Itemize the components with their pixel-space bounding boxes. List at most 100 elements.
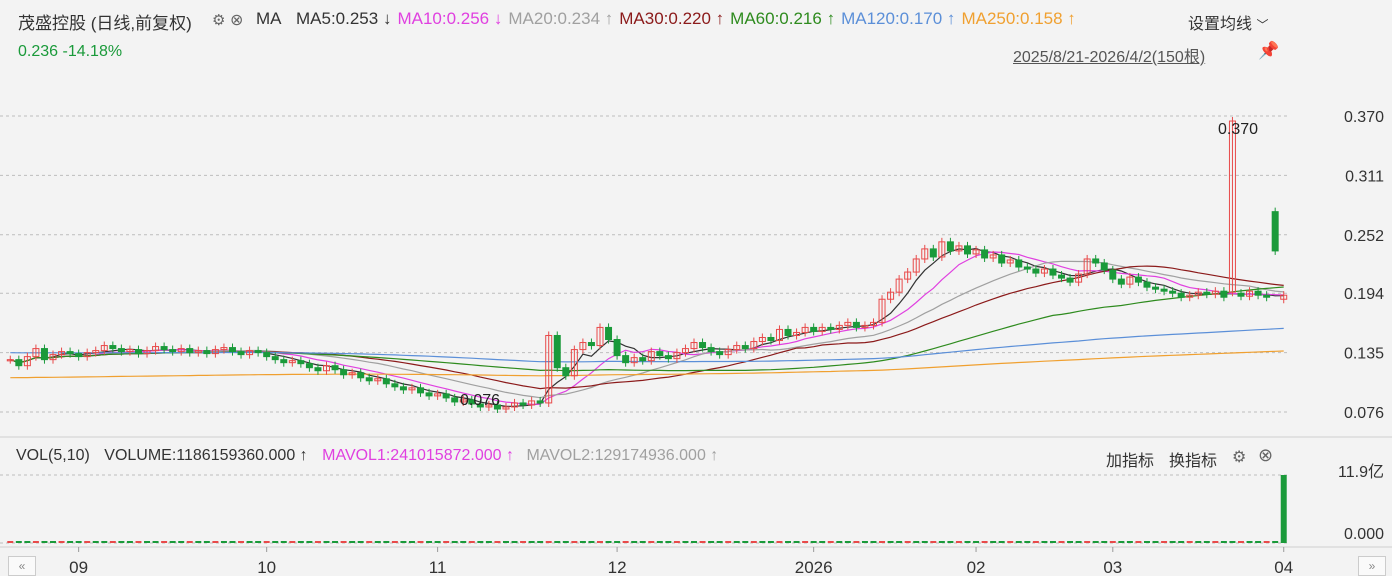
volume-bar <box>1092 541 1099 543</box>
candle-body <box>374 378 382 382</box>
volume-bar <box>802 541 809 543</box>
pin-icon[interactable]: 📌 <box>1258 41 1280 60</box>
candle-body <box>716 351 724 356</box>
volume-bar <box>451 541 458 543</box>
volume-bar <box>913 541 920 543</box>
candle-body <box>246 350 254 356</box>
price-tick-label: 0.076 <box>1344 405 1384 422</box>
candle-body <box>203 350 211 355</box>
volume-bar <box>750 541 757 543</box>
candle-body <box>152 346 160 352</box>
volume-bar <box>1024 541 1031 543</box>
x-tick-label: 03 <box>1103 558 1122 576</box>
close-circle-icon[interactable]: ⊗ <box>230 12 244 29</box>
candle-body <box>1280 294 1288 300</box>
candle-body <box>536 400 544 404</box>
candle-body <box>1032 268 1040 274</box>
volume-bar <box>545 541 552 543</box>
price-tick-label: 0.194 <box>1344 286 1384 303</box>
x-tick-label: 11 <box>429 558 447 576</box>
volume-bar <box>537 541 544 543</box>
volume-bar <box>1135 541 1142 543</box>
switch-indicator-button[interactable]: 换指标 <box>1169 453 1218 470</box>
volume-bar <box>229 541 236 543</box>
candlestick-series <box>6 117 1288 414</box>
volume-bar <box>1280 475 1287 543</box>
scroll-right-button[interactable]: » <box>1358 556 1386 576</box>
candle-body <box>878 298 886 323</box>
volume-bar <box>1220 541 1227 543</box>
ma-item: MA5:0.253 ↓ <box>296 9 392 28</box>
volume-bar <box>1007 541 1014 543</box>
ma-line <box>10 327 1284 363</box>
ma-item: MA20:0.234 ↑ <box>508 9 614 28</box>
add-indicator-button[interactable]: 加指标 <box>1106 453 1155 470</box>
volume-bar <box>1186 541 1193 543</box>
candle-body <box>1100 262 1108 271</box>
volume-bar <box>896 541 903 543</box>
x-tick-label: 10 <box>257 558 276 576</box>
candle-body <box>357 372 365 379</box>
volume-bar <box>32 541 39 543</box>
volume-bar <box>665 541 672 543</box>
volume-bar <box>776 541 783 543</box>
candle-body <box>622 355 630 364</box>
volume-bar <box>793 541 800 543</box>
candle-body <box>1075 273 1083 283</box>
volume-bars: 11.9亿 0.000 <box>0 463 1384 544</box>
candle-body <box>1023 266 1031 270</box>
volume-bar <box>297 541 304 543</box>
candle-body <box>1092 258 1100 264</box>
volume-bar <box>263 541 270 543</box>
volume-bar <box>443 541 450 543</box>
candle-body <box>1194 291 1202 296</box>
volume-bar <box>1118 541 1125 543</box>
up-arrow-icon: ↑ <box>710 447 719 464</box>
volume-bar <box>930 541 937 543</box>
price-change: 0.236 -14.18% <box>18 43 123 60</box>
candle-body <box>1177 292 1185 298</box>
date-range-link[interactable]: 2025/8/21-2026/4/2(150根) <box>1013 49 1206 66</box>
candle-body <box>835 324 843 330</box>
volume-bar <box>494 541 501 543</box>
volume-bar <box>280 541 287 543</box>
candle-body <box>408 387 416 391</box>
candle-body <box>639 357 647 362</box>
candle-body <box>75 353 83 358</box>
close-circle-icon[interactable]: ⊗ <box>1258 445 1274 465</box>
candle-body <box>66 351 74 355</box>
volume-bar <box>289 541 296 543</box>
candle-body <box>1203 291 1211 295</box>
candle-body <box>451 397 459 403</box>
volume-bar <box>844 541 851 543</box>
volume-bar <box>408 541 415 543</box>
volume-bar <box>434 541 441 543</box>
volume-bar <box>554 541 561 543</box>
candle-body <box>134 349 142 355</box>
volume-bar <box>460 541 467 543</box>
candle-body <box>1058 274 1066 279</box>
volume-bar <box>836 541 843 543</box>
volume-bar <box>50 541 56 543</box>
candle-body <box>981 249 989 259</box>
scroll-left-button[interactable]: « <box>8 556 36 576</box>
volume-bar <box>819 541 826 543</box>
volume-bar <box>716 541 723 543</box>
candle-body <box>220 347 228 351</box>
volume-bar <box>1101 541 1108 543</box>
gear-icon[interactable]: ⚙ <box>1232 449 1247 466</box>
mavol1-value: MAVOL1:241015872.000 <box>322 447 502 464</box>
ma-line <box>10 260 1284 399</box>
candle-body <box>955 245 963 252</box>
candle-body <box>1049 268 1057 276</box>
volume-bar <box>246 541 253 543</box>
candle-body <box>331 365 339 371</box>
candle-body <box>237 351 245 356</box>
candle-body <box>15 359 23 367</box>
gear-icon[interactable]: ⚙ <box>212 12 226 29</box>
candle-body <box>750 341 758 350</box>
volume-bar <box>126 541 133 543</box>
x-tick-label: 2026 <box>795 558 833 576</box>
ma-settings-button[interactable]: 设置均线 ﹀ <box>1188 10 1268 34</box>
candle-body <box>946 241 954 252</box>
